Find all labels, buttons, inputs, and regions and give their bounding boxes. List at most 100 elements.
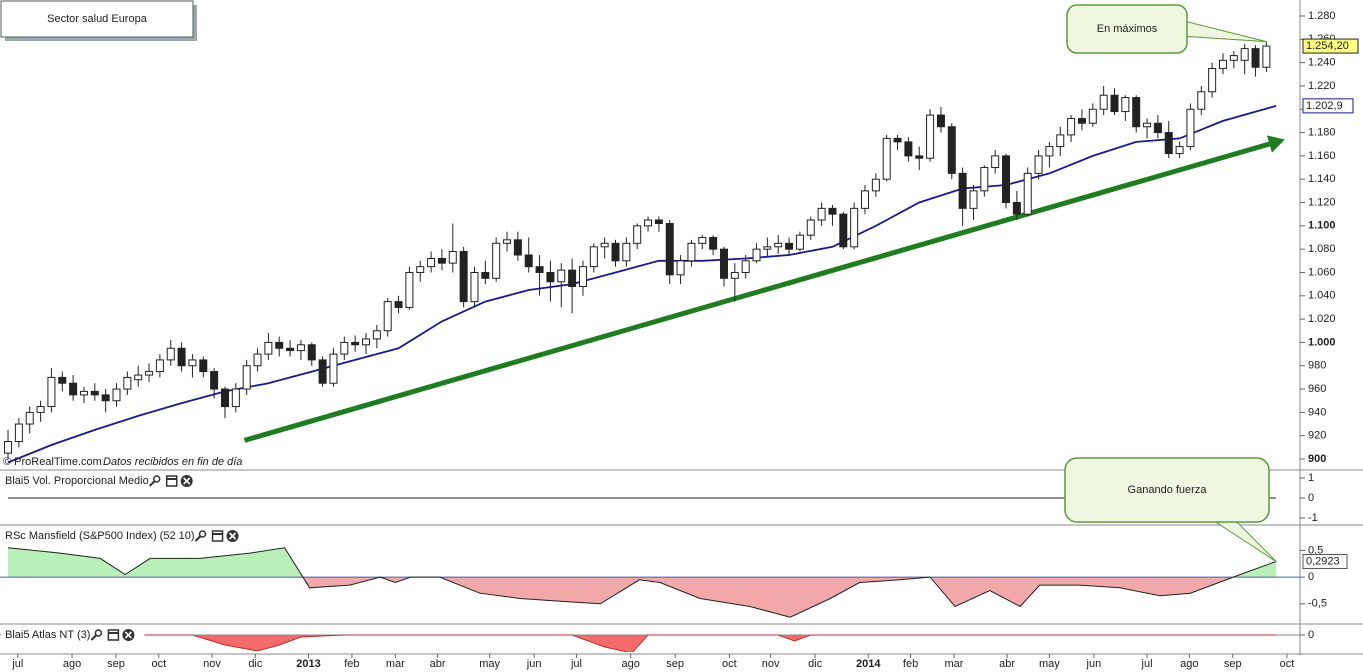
x-tick-label: oct	[1280, 658, 1295, 670]
window-icon[interactable]	[107, 629, 120, 641]
candle-body	[296, 344, 305, 352]
candle-body	[665, 223, 674, 276]
candle-body	[611, 242, 620, 262]
wrench-icon[interactable]	[94, 629, 103, 637]
panel-title: RSc Mansfield (S&P500 Index) (52 10)	[5, 530, 195, 542]
wrench-icon[interactable]	[152, 475, 161, 483]
candle-body	[861, 190, 870, 209]
y-tick-label: 980	[1308, 360, 1326, 372]
candle-body	[904, 141, 913, 157]
candle-body	[513, 239, 522, 256]
y-tick-label: 1.000	[1308, 336, 1336, 348]
candle-body	[1056, 134, 1065, 148]
candle-body	[448, 250, 457, 264]
candle-body	[936, 114, 945, 128]
candle-body	[405, 271, 414, 308]
candle-body	[1175, 146, 1184, 155]
x-tick-label: mar	[386, 658, 405, 670]
credit: © ProRealTime.com	[3, 456, 102, 468]
panel-header: Blai5 Vol. Proporcional Medio	[1, 473, 203, 489]
candle-body	[1153, 122, 1162, 134]
close-icon	[124, 631, 132, 639]
candle-body	[275, 341, 284, 349]
candle-body	[633, 225, 642, 244]
y-tick-label: -1	[1308, 512, 1318, 524]
candle-body	[481, 271, 490, 279]
candle-body	[578, 266, 587, 287]
candle-body	[719, 248, 728, 279]
x-tick-label: ago	[622, 658, 640, 670]
candle-body	[253, 353, 262, 367]
y-tick-label: 0	[1308, 629, 1314, 641]
candle-body	[1099, 94, 1108, 110]
candle-body	[893, 137, 902, 143]
candle-body	[210, 371, 219, 390]
x-tick-label: jul	[11, 658, 23, 670]
candle-body	[568, 269, 577, 287]
y-tick-label: 1.020	[1308, 313, 1336, 325]
x-tick-label: 2013	[296, 658, 320, 670]
candle-body	[1218, 59, 1227, 69]
x-tick-label: feb	[903, 658, 918, 670]
last-price-box	[1302, 38, 1359, 54]
y-tick-label: 1.160	[1308, 150, 1336, 162]
candle-body	[394, 301, 403, 308]
candle-body	[589, 246, 598, 268]
x-tick-label: sep	[666, 658, 684, 670]
candle-body	[1197, 91, 1206, 110]
candle-body	[383, 301, 392, 332]
wrench-icon	[90, 634, 98, 641]
panel-title: Blai5 Atlas NT (3)	[5, 629, 90, 641]
candle-body	[1088, 108, 1097, 124]
y-tick-label: -0,5	[1308, 598, 1327, 610]
candle-body	[958, 172, 967, 209]
y-tick-label: 1.220	[1308, 80, 1336, 92]
candle-body	[850, 207, 859, 248]
header-bg	[1, 528, 249, 544]
candle-body	[79, 390, 88, 396]
title-box	[0, 0, 194, 38]
candle-body	[1067, 118, 1076, 136]
candle-body	[1132, 97, 1141, 128]
y-tick-label: 1.080	[1308, 243, 1336, 255]
candle-body	[242, 365, 251, 390]
candle-body	[752, 248, 761, 262]
candle-body	[188, 359, 197, 367]
wrench-icon[interactable]	[198, 530, 207, 538]
candle-body	[806, 219, 815, 236]
window-icon[interactable]	[165, 475, 178, 487]
x-tick-label: sep	[107, 658, 125, 670]
candle-body	[828, 207, 837, 215]
candle-body	[1002, 155, 1011, 204]
candle-body	[687, 242, 696, 262]
annotation-text: Ganando fuerza	[1128, 484, 1208, 496]
trendline	[243, 141, 1271, 443]
x-tick-label: dic	[808, 658, 823, 670]
candle-body	[698, 236, 707, 244]
candle-body	[199, 359, 208, 373]
y-tick-label: 920	[1308, 430, 1326, 442]
window-icon[interactable]	[211, 530, 224, 542]
fill-group	[8, 635, 1277, 652]
candle-body	[600, 242, 609, 248]
candle-body	[546, 271, 555, 283]
moving-average	[7, 105, 1277, 464]
candle-body	[427, 257, 436, 268]
candle-body	[622, 242, 631, 262]
candle-body	[817, 207, 826, 221]
candle-body	[839, 213, 848, 248]
candle-body	[492, 242, 501, 279]
candle-body	[882, 137, 891, 180]
candle-body	[69, 382, 78, 396]
annotation-text: En máximos	[1097, 23, 1158, 35]
x-tick-label: mar	[944, 658, 963, 670]
credit-note: Datos recibidos en fin de día	[103, 456, 242, 468]
candle-body	[991, 155, 1000, 169]
candle-body	[709, 236, 718, 250]
candle-body	[264, 341, 273, 355]
candle-body	[416, 266, 425, 273]
candle-body	[470, 271, 479, 303]
candle-body	[437, 257, 446, 264]
candle-body	[134, 374, 143, 381]
x-tick-label: feb	[344, 658, 359, 670]
